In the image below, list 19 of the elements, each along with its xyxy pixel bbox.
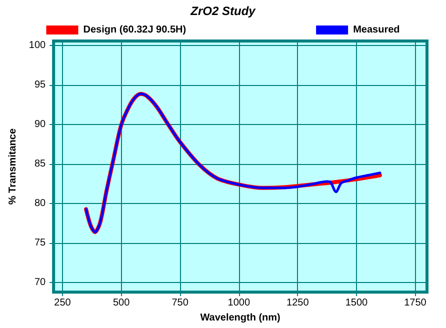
- x-tick-label: 1250: [286, 298, 310, 309]
- chart-title: ZrO2 Study: [190, 4, 257, 18]
- x-tick-label: 250: [54, 298, 72, 309]
- y-tick-label: 85: [34, 158, 46, 170]
- y-tick-label: 95: [34, 80, 46, 91]
- x-tick-label: 1500: [345, 298, 368, 309]
- legend-label: Measured: [353, 24, 400, 36]
- x-tick-label: 500: [112, 298, 130, 309]
- y-tick-label: 90: [34, 119, 46, 130]
- y-tick-label: 70: [34, 277, 46, 288]
- x-tick-label: 1000: [228, 298, 250, 309]
- legend-label: Design (60.32J 90.5H): [83, 24, 186, 36]
- y-tick-label: 80: [34, 198, 46, 210]
- x-axis-title: Wavelength (nm): [200, 312, 280, 324]
- x-tick-label: 1750: [404, 298, 427, 309]
- x-tick-label: 750: [172, 298, 189, 309]
- y-tick-label: 100: [28, 40, 46, 52]
- y-axis-title: % Transmitance: [8, 128, 18, 205]
- y-tick-label: 75: [34, 238, 46, 249]
